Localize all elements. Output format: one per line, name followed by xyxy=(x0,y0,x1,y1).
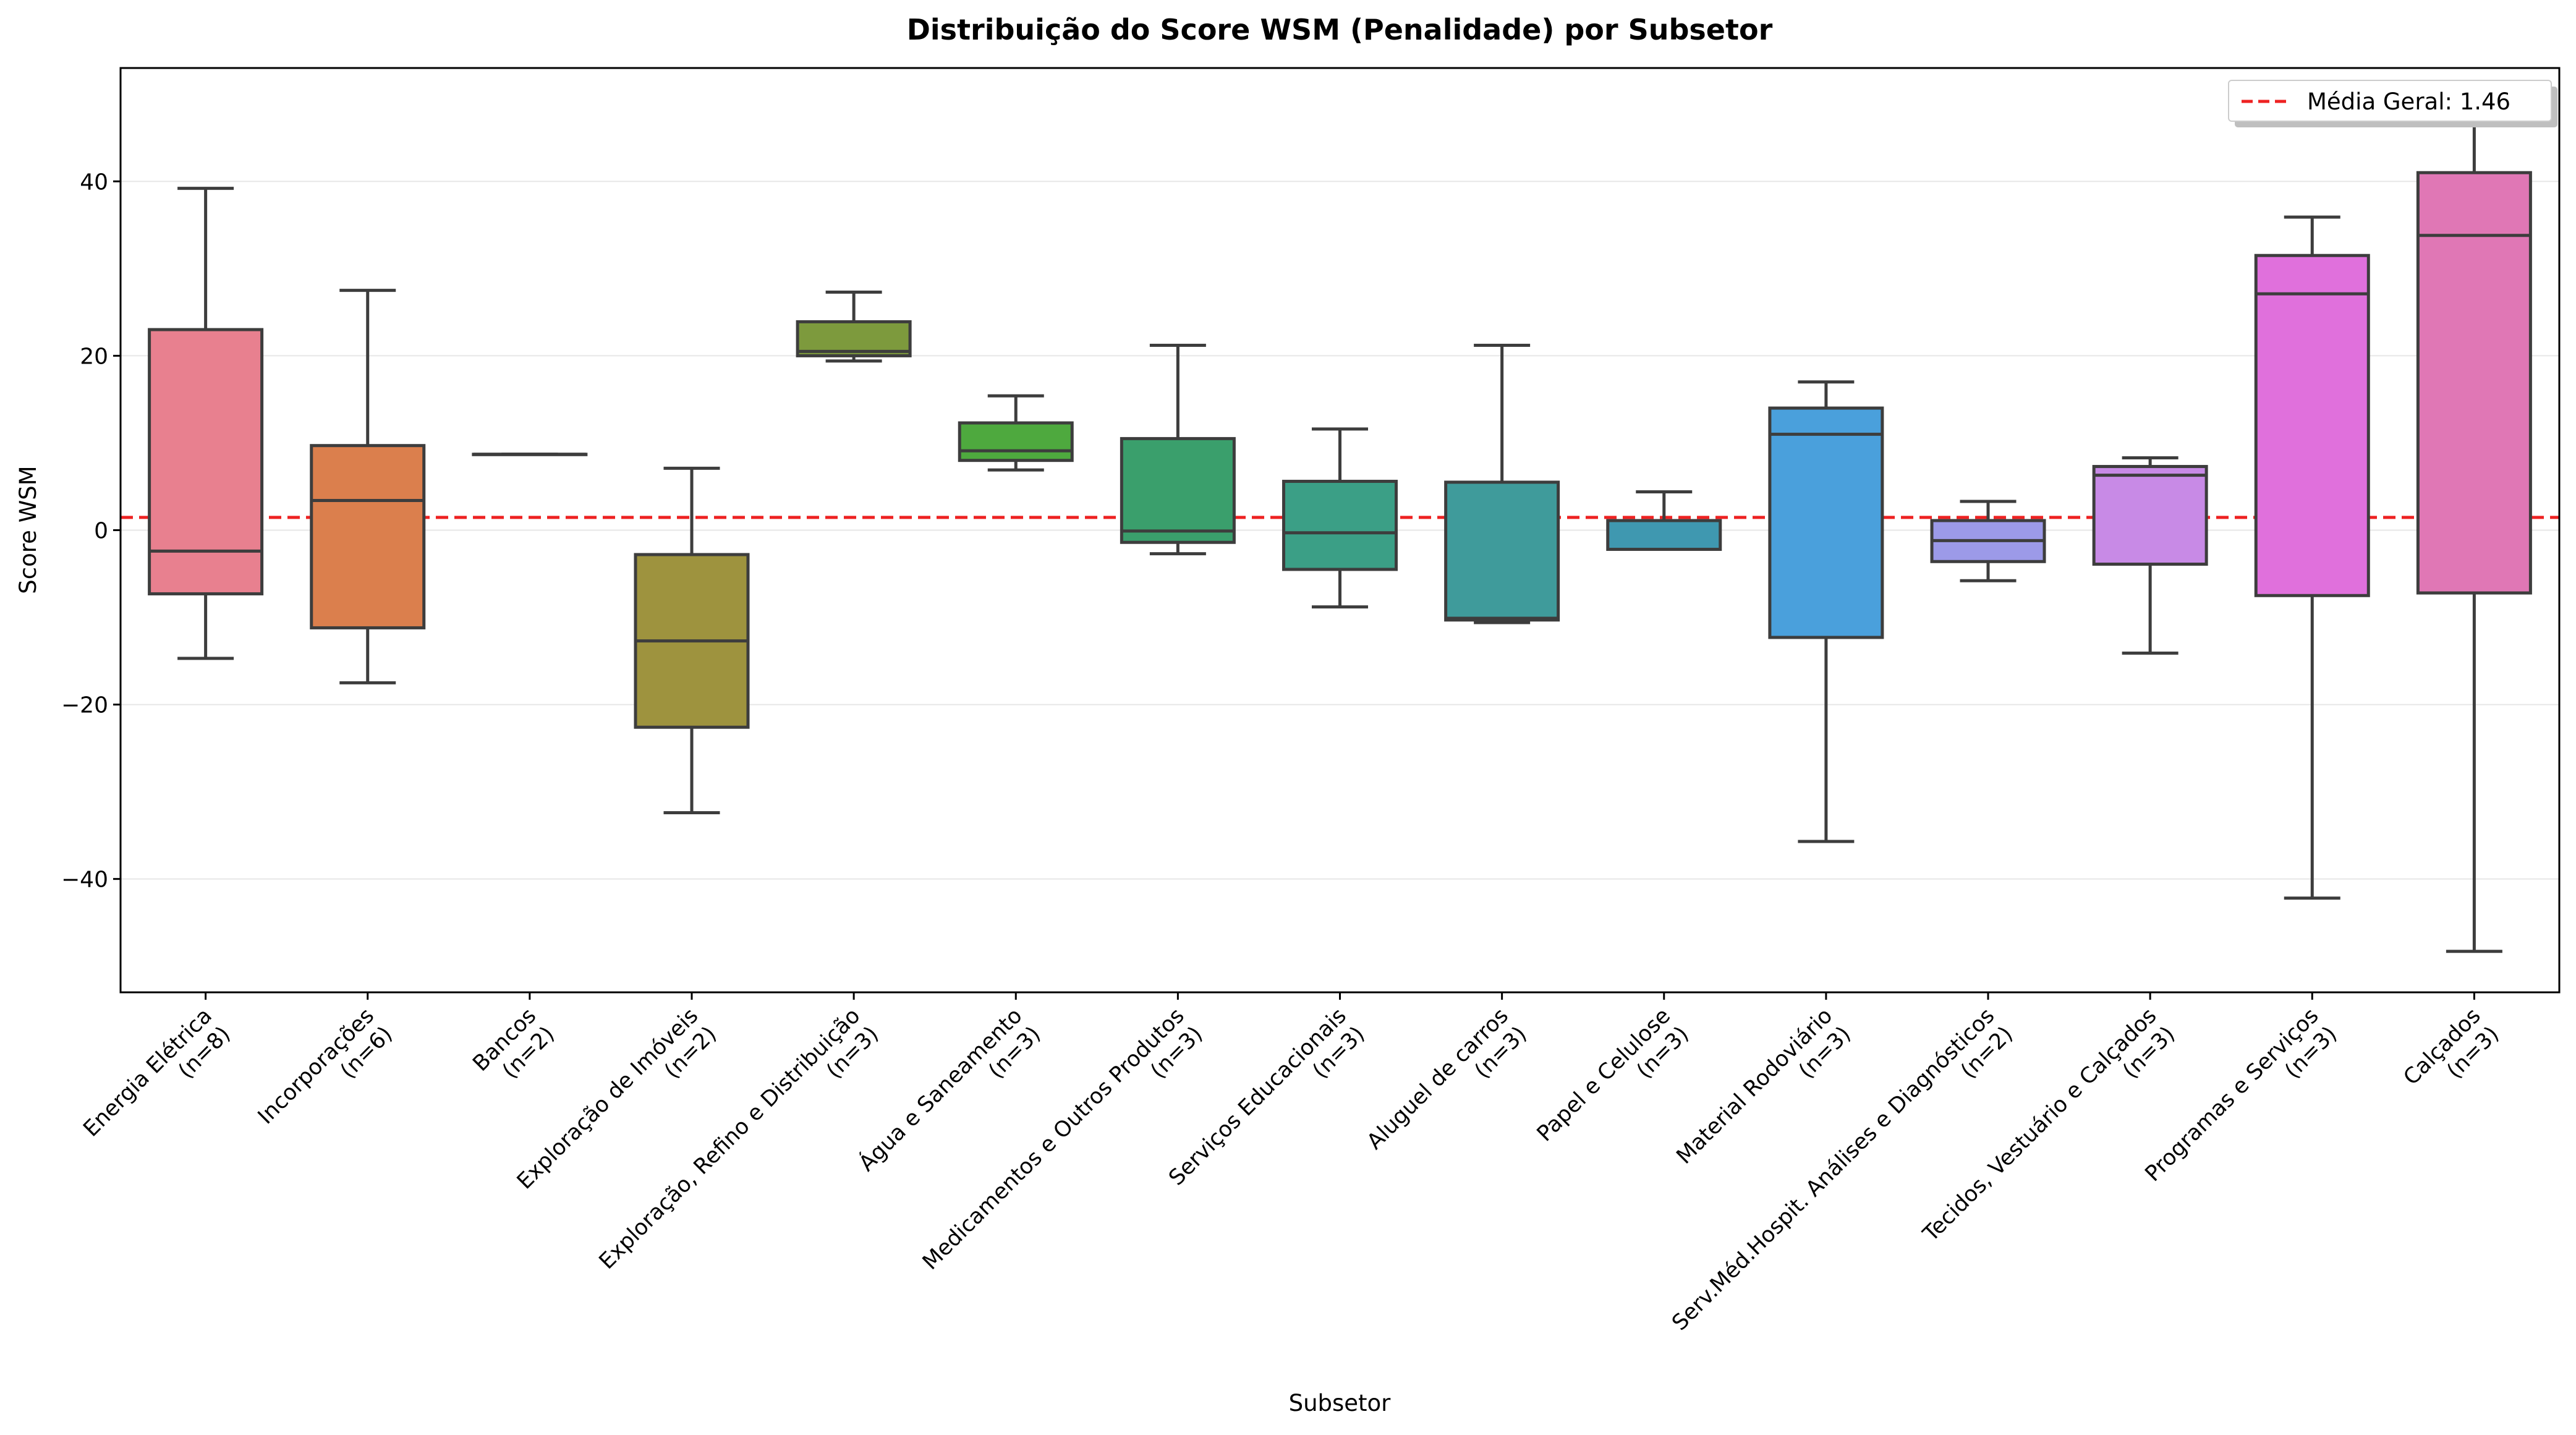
legend: Média Geral: 1.46 xyxy=(2228,80,2557,127)
box xyxy=(2092,465,2208,566)
legend-label: Média Geral: 1.46 xyxy=(2307,88,2510,115)
chart-title: Distribuição do Score WSM (Penalidade) p… xyxy=(907,13,1773,46)
box xyxy=(1768,406,1884,639)
y-tick-label: −20 xyxy=(61,693,108,718)
box-group xyxy=(1120,344,1236,556)
y-tick-label: 20 xyxy=(80,344,108,369)
box xyxy=(1444,480,1560,622)
x-axis-label: Subsetor xyxy=(1289,1390,1392,1416)
box xyxy=(148,328,264,595)
box xyxy=(2416,171,2532,595)
box-group xyxy=(2416,107,2532,953)
y-axis-label: Score WSM xyxy=(15,466,41,594)
box-group xyxy=(2092,456,2208,655)
y-tick-label: −40 xyxy=(61,867,108,893)
box xyxy=(1606,519,1722,551)
box-group xyxy=(148,187,264,660)
y-tick-label: 40 xyxy=(80,169,108,195)
box-group xyxy=(2254,215,2370,900)
box xyxy=(1120,436,1236,544)
box-group xyxy=(796,290,912,363)
legend-box xyxy=(2228,80,2552,122)
box xyxy=(1282,480,1398,571)
box-group xyxy=(1768,380,1884,843)
box xyxy=(2254,253,2370,597)
box-group xyxy=(1930,500,2046,582)
box-group xyxy=(472,453,588,456)
box xyxy=(310,444,426,629)
y-tick-label: 0 xyxy=(94,519,108,544)
box-group xyxy=(310,289,426,684)
box-group xyxy=(634,466,750,814)
box-group xyxy=(1282,427,1398,609)
box-group xyxy=(1606,490,1722,551)
box xyxy=(958,421,1074,462)
box-group xyxy=(958,394,1074,472)
box-group xyxy=(1444,344,1560,624)
